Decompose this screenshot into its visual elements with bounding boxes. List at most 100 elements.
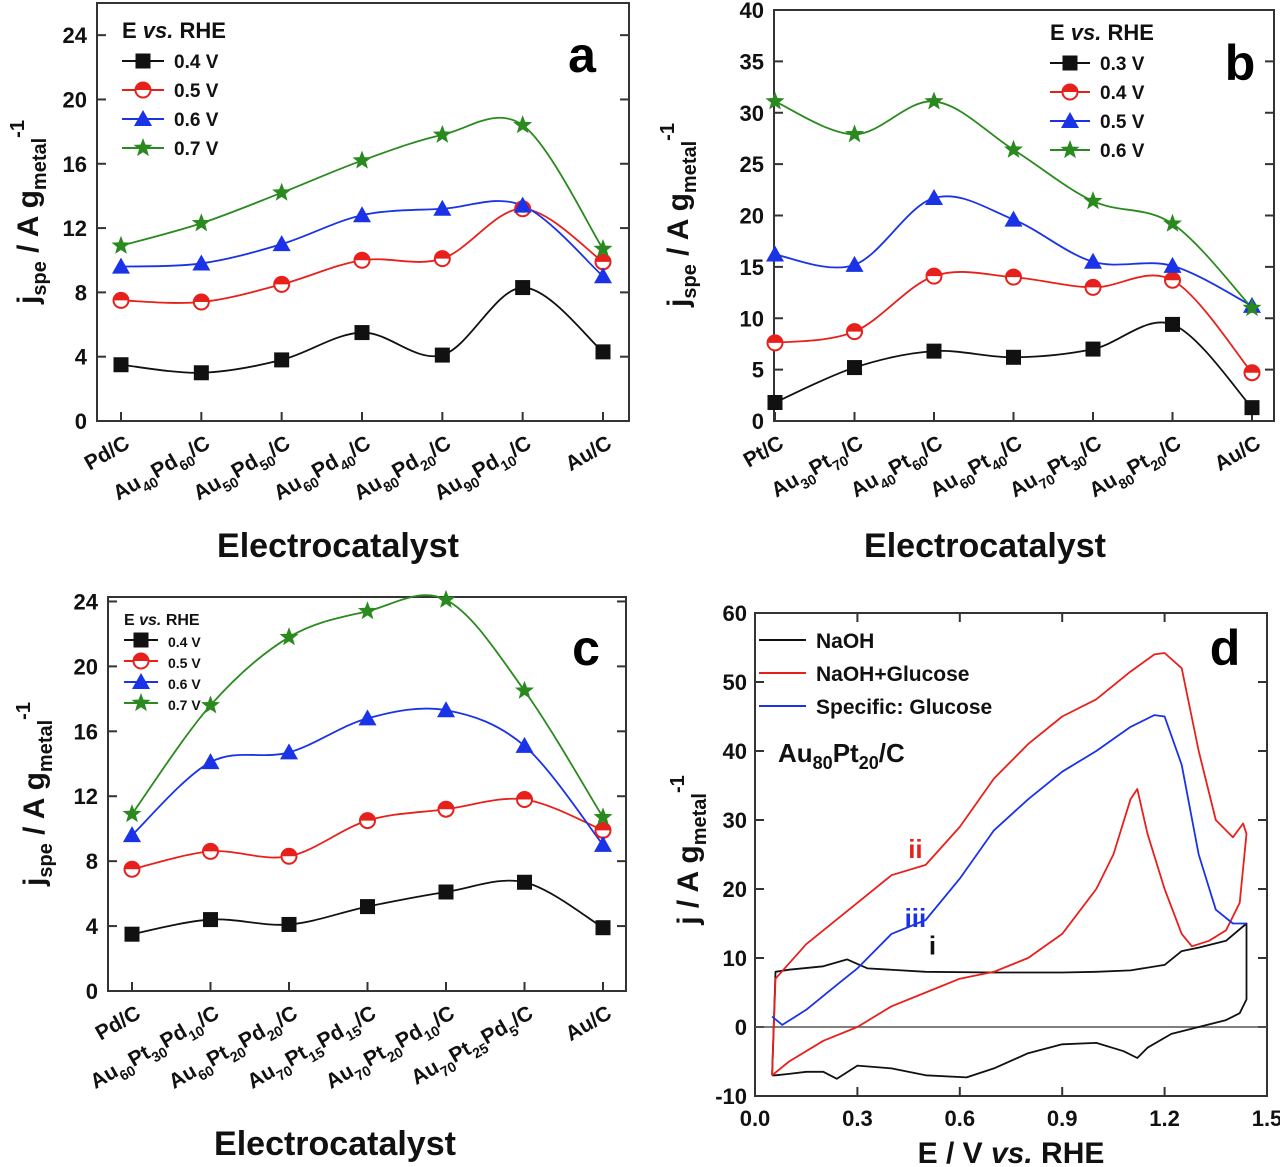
- pb-y-tick-label: 0: [752, 409, 764, 434]
- panel-d-y-ticks: -10 0 10 20 30 40 50 60: [715, 601, 1267, 1109]
- pb-y-tick-label: 40: [740, 0, 764, 23]
- pc-point: [594, 821, 612, 839]
- pb-legend-marker: [1061, 112, 1079, 128]
- pb-point: [1084, 252, 1102, 269]
- pc-point: [201, 753, 220, 770]
- pb-point: [925, 189, 943, 206]
- pb-point: [1085, 341, 1101, 357]
- pc-point: [595, 920, 611, 936]
- pb-point: [1084, 278, 1102, 296]
- pb-legend-label: 0.5 V: [1100, 112, 1145, 133]
- pb-y-tick-label: 15: [740, 255, 764, 280]
- pd-legend-label: NaOH: [816, 630, 874, 653]
- pa-point: [513, 196, 532, 213]
- pb-point: [1242, 297, 1262, 317]
- pa-point: [111, 235, 131, 254]
- panel-a-y-ticks: 0 4 8 12 16 20 24: [63, 23, 629, 434]
- pa-legend-label: 0.5 V: [174, 81, 219, 102]
- pa-point: [272, 182, 292, 201]
- pa-legend-marker: [133, 138, 153, 157]
- pa-point: [433, 199, 452, 216]
- panel-c-series: [122, 589, 613, 942]
- panel-c-legend: E vs. RHE 0.4 V 0.5 V 0.6 V 0.7 V: [124, 612, 201, 713]
- pd-y-tick-label: 50: [723, 670, 747, 695]
- pd-legend-label: Specific: Glucose: [816, 696, 992, 719]
- pd-curve-label: i: [929, 931, 936, 961]
- pc-point: [281, 916, 297, 932]
- pb-point: [1243, 364, 1261, 382]
- pc-legend-marker: [132, 673, 150, 689]
- pb-point: [926, 343, 942, 359]
- pb-point: [924, 91, 944, 110]
- pb-point: [1164, 271, 1181, 289]
- pb-point: [766, 245, 784, 262]
- pc-point: [202, 842, 219, 860]
- pd-x-tick-label: 0.0: [740, 1106, 771, 1131]
- pc-point: [123, 860, 141, 878]
- pa-point: [593, 238, 613, 258]
- pd-series-specificglucose: [771, 714, 1247, 1026]
- pb-point: [1162, 213, 1183, 232]
- pd-y-tick-label: 0: [735, 1015, 747, 1040]
- pc-point: [436, 589, 456, 608]
- pb-legend-label: 0.6 V: [1100, 141, 1145, 162]
- pd-curve-label: iii: [905, 903, 927, 933]
- pa-point: [192, 293, 210, 311]
- panel-a-xlabel: Electrocatalyst: [217, 527, 459, 565]
- pa-point: [433, 250, 451, 268]
- panel-d-xlabel: E / V vs. RHE: [918, 1137, 1105, 1167]
- pc-point: [360, 899, 375, 915]
- pb-point: [767, 395, 783, 411]
- pc-legend-marker: [132, 652, 150, 670]
- panel-c-letter: c: [572, 620, 600, 676]
- panel-d-legend: NaOH NaOH+Glucose Specific: Glucose: [759, 630, 992, 719]
- pc-point: [516, 790, 533, 808]
- pa-point: [432, 124, 452, 143]
- pa-point: [353, 251, 371, 269]
- pc-y-tick-label: 0: [86, 979, 98, 1004]
- panel-c-y-ticks: 0 4 8 12 16 20 24: [74, 589, 626, 1004]
- pc-point: [514, 680, 535, 699]
- pd-x-tick-label: 1.2: [1149, 1106, 1180, 1131]
- pb-legend-title: E vs. RHE: [1050, 20, 1154, 45]
- pa-legend-label: 0.7 V: [174, 139, 219, 160]
- pb-y-tick-label: 10: [740, 306, 764, 331]
- pc-point: [517, 874, 532, 890]
- pc-y-tick-label: 20: [74, 654, 98, 679]
- pb-legend-marker: [1060, 140, 1080, 159]
- pc-point: [280, 743, 298, 760]
- pa-point: [112, 291, 130, 309]
- pc-y-tick-label: 4: [86, 914, 99, 939]
- pa-point: [352, 150, 372, 169]
- pc-legend-title: E vs. RHE: [124, 612, 200, 629]
- pa-y-tick-label: 16: [63, 152, 87, 177]
- pb-legend-label: 0.3 V: [1100, 54, 1145, 75]
- pd-x-tick-label: 0.9: [1047, 1106, 1078, 1131]
- pc-point: [203, 912, 218, 928]
- pa-y-tick-label: 24: [63, 23, 88, 48]
- pb-point: [847, 360, 862, 376]
- pb-point: [1003, 139, 1024, 158]
- pa-y-tick-label: 12: [63, 216, 87, 241]
- pa-point: [112, 257, 130, 274]
- pc-point: [123, 826, 141, 843]
- pa-legend-marker: [134, 110, 152, 126]
- pd-y-tick-label: 30: [723, 808, 747, 833]
- pa-point: [273, 275, 291, 293]
- panel-b-xlabel: Electrocatalyst: [864, 527, 1106, 565]
- pc-point: [200, 695, 221, 714]
- pa-legend-label: 0.6 V: [174, 110, 219, 131]
- pc-legend-marker: [133, 632, 149, 648]
- pc-y-tick-label: 16: [74, 719, 98, 744]
- pc-legend-label: 0.4 V: [168, 634, 201, 650]
- pa-point: [595, 344, 611, 360]
- pc-point: [279, 627, 299, 646]
- pa-point: [191, 213, 211, 232]
- pc-y-tick-label: 8: [86, 849, 98, 874]
- pc-point: [280, 847, 298, 865]
- pc-point: [124, 926, 140, 942]
- pc-point: [437, 701, 455, 718]
- panel-d-letter: d: [1210, 620, 1241, 676]
- pa-point: [594, 267, 612, 284]
